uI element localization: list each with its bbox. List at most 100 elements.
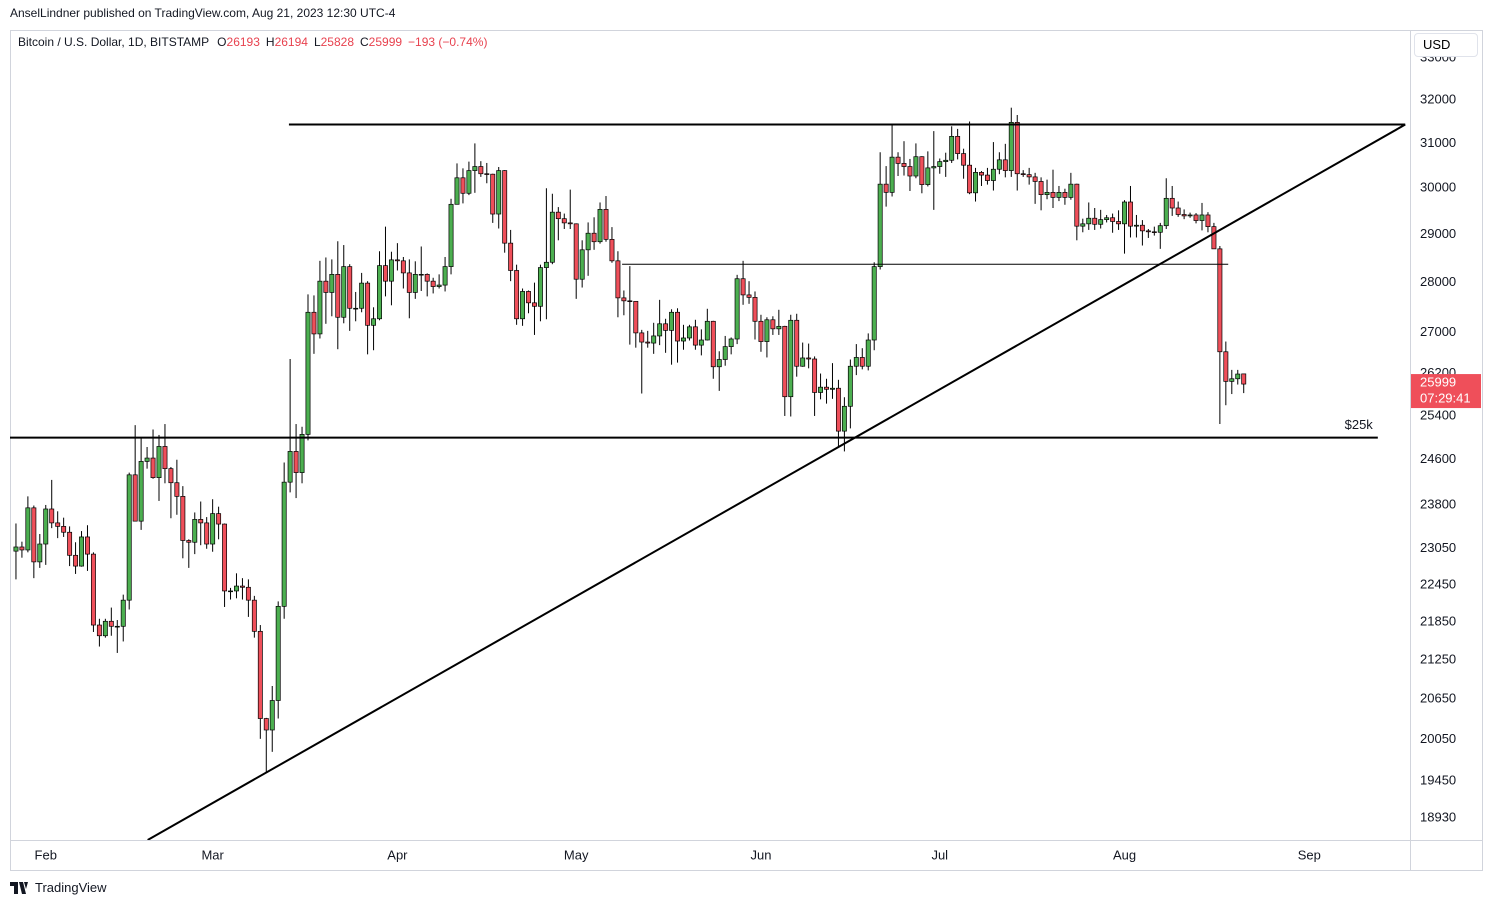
y-tick-label: 28000 [1420,274,1456,289]
candle-body [877,183,883,267]
candle-body [740,278,746,296]
candle-body [1008,122,1014,171]
candle-body [746,294,752,298]
y-tick-label: 22450 [1420,576,1456,591]
candle-body [1038,181,1044,196]
candle-body [496,170,502,215]
candle-body [758,320,764,342]
candle-body [722,346,728,360]
logo [10,881,28,894]
legend-letter: H [265,35,275,49]
y-tick-label: 31000 [1420,135,1456,150]
candle-body [615,260,621,299]
candle-body [31,507,37,563]
candle-body [716,359,722,368]
candle-body [1122,201,1127,225]
candle-body [943,159,949,162]
candle-body [984,174,990,181]
candle-body [514,270,520,320]
candle-body [1169,197,1175,209]
candle-body [621,297,627,302]
x-tick-label: Feb [35,847,57,862]
candle-body [293,451,299,473]
candle-body [1163,197,1169,227]
candle-body [597,209,603,243]
candle-body [585,232,591,251]
candle-body [949,136,955,161]
candle-body [764,319,770,342]
candle-body [85,536,90,555]
candle-body [841,405,847,432]
candle-body [591,232,597,243]
candle-body [847,365,853,407]
candle-body [138,461,144,522]
candle-body [651,335,657,344]
legend-value: 25828 [320,35,354,49]
candle-body [812,358,818,393]
candle-body [25,507,31,551]
last-price: 25999 [1420,375,1456,390]
candle-body [317,280,323,335]
candle-body [490,173,496,215]
candle-body [43,508,49,545]
x-tick-label: Apr [387,847,408,862]
candle-body [222,523,228,592]
candle-body [108,620,114,627]
candle-body [830,387,835,390]
candle-body [19,546,25,551]
candle-body [776,325,782,330]
y-tick-label: 25400 [1420,407,1456,422]
footer: TradingView [10,880,107,895]
candle-body [967,164,973,194]
candle-body [1110,217,1116,222]
candle-body [979,172,984,176]
x-tick-label: May [564,847,589,862]
candle-body [251,599,257,632]
candle-body [561,218,567,224]
candle-body [669,311,675,331]
candle-body [1145,230,1151,233]
candle-body [871,266,877,341]
candle-body [377,265,382,320]
candle-body [794,319,800,367]
candle-body [1074,183,1080,227]
y-tick-label: 24600 [1420,451,1456,466]
candle-body [508,242,514,271]
candle-body [889,156,895,193]
candle-body [865,339,871,367]
change: −193 (−0.74%) [408,35,488,49]
candle-body [1098,219,1104,225]
drawing-label: $25k [1345,417,1374,432]
plot-area: $25k [10,107,1406,840]
candle-body [1116,221,1122,225]
y-tick-label: 21250 [1420,651,1456,666]
countdown: 07:29:41 [1420,391,1471,406]
candle-body [973,172,978,194]
x-tick-label: Sep [1298,847,1321,862]
candle-body [460,177,466,194]
x-tick-label: Jun [750,847,771,862]
currency-button[interactable]: USD [1414,33,1478,57]
candle-body [925,167,931,185]
candle-body [1187,214,1193,217]
candle-body [55,522,61,527]
candle-body [919,156,925,185]
candle-body [430,280,436,287]
candle-body [210,513,216,545]
candle-body [603,209,609,240]
candle-body [990,168,996,181]
candle-body [180,496,186,541]
candle-body [406,272,412,293]
symbol: Bitcoin / U.S. Dollar, 1D, BITSTAMP [18,35,210,49]
candle-body [353,307,359,310]
candle-body [371,318,377,326]
candle-body [579,249,585,280]
candle-body [824,386,829,390]
candle-body [806,357,812,360]
candle-body [1086,217,1092,225]
candle-body [347,266,353,309]
legend: Bitcoin / U.S. Dollar, 1D, BITSTAMP O2619… [18,35,493,49]
candle-body [1014,122,1020,175]
candle-body [329,274,335,293]
